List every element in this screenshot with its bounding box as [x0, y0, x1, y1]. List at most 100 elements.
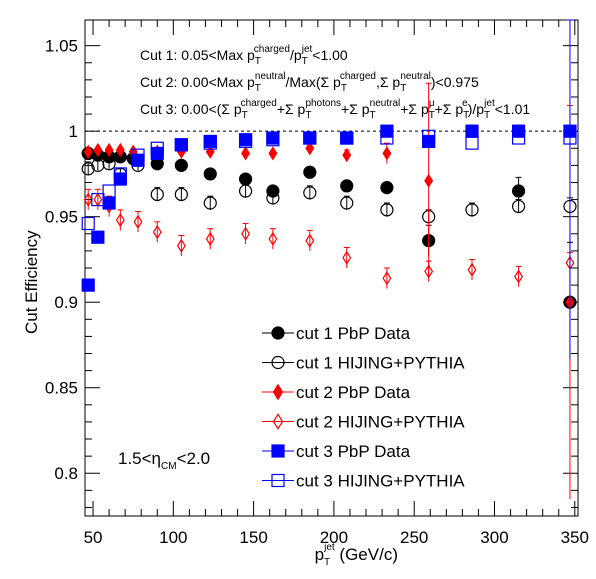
legend-label: cut 1 HIJING+PYTHIA	[296, 354, 465, 373]
y-tick-label: 1	[69, 122, 78, 141]
data-point	[131, 153, 145, 167]
data-point	[563, 124, 577, 138]
legend-marker	[272, 413, 284, 430]
legend: cut 1 PbP Data cut 1 HIJING+PYTHIA cut 2 P…	[262, 324, 465, 491]
data-point	[303, 131, 317, 145]
data-point	[305, 141, 315, 156]
data-point	[174, 138, 188, 152]
data-point	[102, 196, 116, 210]
x-tick-label: 350	[561, 528, 589, 547]
data-point	[176, 238, 186, 253]
data-point	[342, 250, 352, 265]
data-point	[266, 191, 280, 205]
legend-item: cut 3 PbP Data	[262, 442, 411, 461]
series-5	[81, 19, 577, 359]
legend-marker	[271, 444, 285, 458]
data-point	[268, 231, 278, 247]
legend-item: cut 2 HIJING+PYTHIA	[262, 413, 465, 432]
legend-item: cut 1 PbP Data	[262, 324, 411, 343]
data-point	[113, 167, 127, 181]
legend-label: cut 3 PbP Data	[296, 442, 411, 461]
data-point	[81, 278, 95, 292]
y-tick-label: 0.8	[54, 464, 78, 483]
data-point	[238, 134, 253, 149]
series-6	[81, 129, 577, 231]
data-point	[340, 196, 354, 210]
data-point	[174, 158, 188, 172]
data-point	[424, 173, 434, 188]
data-point	[238, 184, 253, 198]
y-tick-label: 0.95	[45, 208, 78, 227]
y-axis-title: Cut Efficiency	[22, 230, 41, 334]
data-point	[465, 136, 479, 150]
data-point	[340, 131, 354, 145]
data-point	[424, 264, 434, 279]
legend-marker	[271, 326, 285, 340]
eta-range-annotation: 1.5<ηCM<2.0	[118, 449, 210, 472]
legend-label: cut 1 PbP Data	[296, 324, 411, 343]
data-point	[266, 133, 280, 147]
x-tick-label: 150	[239, 528, 267, 547]
cut-definitions: Cut 1: 0.05<Max pTcharged/pTjet<1.00 Cut…	[140, 44, 530, 121]
data-point	[102, 184, 116, 198]
data-point	[511, 184, 526, 198]
cut-3-text: Cut 3: 0.00<(Σ pTcharged+Σ pTphotons+Σ p…	[140, 98, 530, 121]
data-point	[380, 124, 394, 138]
legend-label: cut 2 HIJING+PYTHIA	[296, 413, 465, 432]
data-point	[340, 131, 354, 145]
data-point	[563, 131, 577, 145]
legend-marker	[271, 355, 285, 370]
data-point	[150, 146, 164, 161]
data-point	[81, 216, 95, 231]
data-point	[203, 167, 217, 181]
data-point	[83, 192, 93, 207]
data-point	[113, 172, 127, 186]
data-point	[174, 138, 188, 152]
data-point	[511, 124, 526, 138]
data-point	[380, 181, 394, 195]
data-point	[465, 203, 479, 217]
data-point	[382, 271, 392, 286]
legend-marker	[271, 473, 285, 488]
cut-1-text: Cut 1: 0.05<Max pTcharged/pTjet<1.00	[140, 44, 348, 67]
data-point	[115, 212, 125, 228]
data-point	[342, 147, 352, 163]
data-point	[511, 131, 526, 145]
y-tick-label: 0.9	[54, 293, 78, 312]
x-tick-label: 250	[400, 528, 428, 547]
series-3	[83, 82, 575, 499]
x-tick-label: 100	[159, 528, 187, 547]
data-point	[303, 165, 317, 179]
data-point	[150, 141, 164, 155]
x-tick-label: 300	[480, 528, 508, 547]
data-point	[422, 134, 436, 149]
x-tick-label: 200	[320, 528, 348, 547]
data-point	[203, 136, 217, 150]
data-point	[115, 142, 125, 158]
data-point	[203, 196, 217, 210]
data-point	[514, 269, 524, 284]
data-point	[268, 146, 278, 161]
data-point	[91, 192, 105, 207]
legend-item: cut 3 HIJING+PYTHIA	[262, 472, 465, 491]
data-point	[133, 214, 143, 229]
data-point	[340, 179, 354, 193]
legend-label: cut 3 HIJING+PYTHIA	[296, 472, 465, 491]
data-point	[93, 142, 103, 158]
legend-item: cut 2 PbP Data	[262, 383, 411, 402]
data-point	[131, 148, 145, 162]
data-point	[465, 124, 479, 138]
y-tick-label: 0.85	[45, 379, 78, 398]
data-point	[380, 203, 394, 217]
data-point	[238, 172, 253, 186]
data-point	[382, 146, 392, 161]
data-point	[241, 226, 251, 241]
data-point	[303, 131, 317, 145]
data-point	[150, 187, 164, 202]
legend-label: cut 2 PbP Data	[296, 383, 411, 402]
series-4	[83, 188, 575, 289]
data-point	[152, 224, 162, 240]
x-tick-label: 50	[84, 528, 103, 547]
